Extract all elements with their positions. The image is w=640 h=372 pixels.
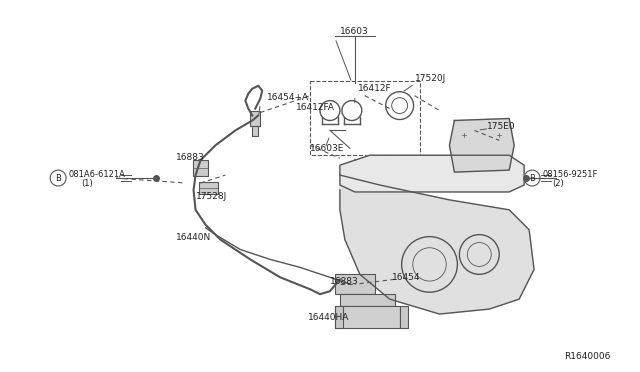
Text: 16440N: 16440N [175,233,211,242]
Bar [252,126,259,137]
Text: 16454: 16454 [392,273,420,282]
Polygon shape [340,175,534,314]
Text: 16883: 16883 [330,277,358,286]
Text: (2): (2) [552,179,564,187]
Text: 17528J: 17528J [196,192,227,201]
Text: 16412F: 16412F [358,84,392,93]
Bar [335,306,343,328]
Text: B: B [529,174,535,183]
Text: 16603E: 16603E [310,144,344,153]
Bar [335,274,375,294]
Bar [335,306,399,328]
Text: 16440HA: 16440HA [308,312,349,321]
Text: R1640006: R1640006 [564,352,611,361]
Text: 081A6-6121A: 081A6-6121A [68,170,125,179]
Bar [399,306,408,328]
Polygon shape [449,119,514,172]
Text: (1): (1) [81,179,93,187]
Text: 17520J: 17520J [415,74,446,83]
Text: 175E0: 175E0 [487,122,516,131]
Text: B: B [55,174,61,183]
Bar [193,160,209,176]
Bar [310,81,420,155]
Bar [198,182,218,194]
Polygon shape [340,155,524,192]
Text: 16454+A: 16454+A [268,93,309,102]
Text: 16603: 16603 [340,27,369,36]
Text: 16883: 16883 [175,153,204,162]
Text: 08156-9251F: 08156-9251F [542,170,597,179]
Text: 16412FA: 16412FA [296,103,335,112]
Bar [250,110,260,126]
Bar [340,294,395,306]
